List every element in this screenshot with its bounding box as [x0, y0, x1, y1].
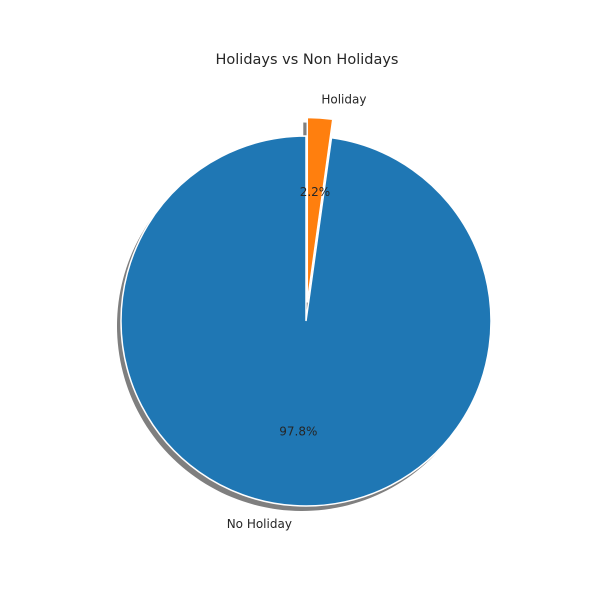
slices	[120, 116, 492, 507]
slice-percent-no-holiday: 97.8%	[279, 425, 317, 439]
slice-percent-holiday: 2.2%	[300, 185, 331, 199]
slice-labels: No Holiday Holiday 97.8% 2.2%	[227, 93, 367, 531]
pie-slice-holiday	[306, 116, 334, 303]
slice-label-no-holiday: No Holiday	[227, 517, 292, 531]
slice-label-holiday: Holiday	[321, 93, 366, 107]
chart-title: Holidays vs Non Holidays	[216, 52, 399, 68]
pie-slice-no-holiday	[120, 135, 492, 507]
